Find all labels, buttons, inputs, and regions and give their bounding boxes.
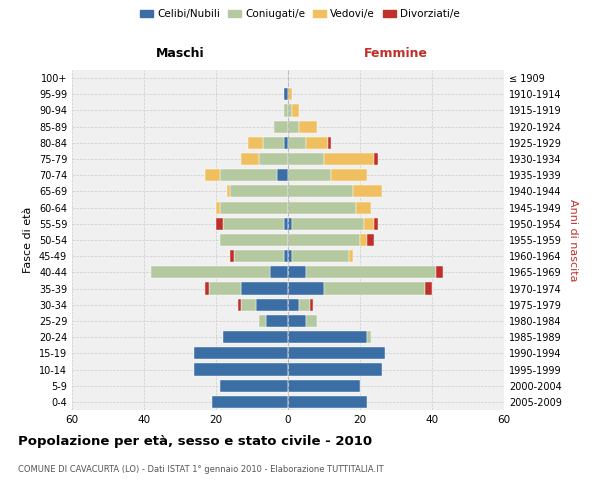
- Bar: [310, 298, 313, 311]
- Bar: [353, 186, 382, 198]
- Bar: [288, 266, 306, 278]
- Bar: [374, 153, 378, 165]
- Bar: [248, 137, 263, 149]
- Bar: [259, 315, 266, 327]
- Bar: [324, 153, 374, 165]
- Bar: [288, 186, 353, 198]
- Bar: [263, 137, 284, 149]
- Bar: [241, 298, 256, 311]
- Y-axis label: Anni di nascita: Anni di nascita: [568, 198, 578, 281]
- Bar: [292, 218, 364, 230]
- Bar: [288, 250, 292, 262]
- Bar: [349, 250, 353, 262]
- Bar: [306, 315, 317, 327]
- Bar: [194, 364, 288, 376]
- Bar: [220, 234, 288, 246]
- Bar: [288, 120, 299, 132]
- Bar: [238, 298, 241, 311]
- Bar: [288, 88, 292, 101]
- Bar: [364, 218, 374, 230]
- Bar: [241, 153, 259, 165]
- Bar: [288, 282, 324, 294]
- Bar: [194, 348, 288, 360]
- Bar: [230, 186, 288, 198]
- Bar: [292, 104, 299, 117]
- Bar: [288, 364, 382, 376]
- Bar: [367, 234, 374, 246]
- Bar: [284, 104, 288, 117]
- Bar: [259, 153, 288, 165]
- Bar: [288, 380, 360, 392]
- Bar: [205, 282, 209, 294]
- Bar: [425, 282, 432, 294]
- Text: Maschi: Maschi: [155, 48, 205, 60]
- Bar: [205, 169, 220, 181]
- Bar: [324, 282, 425, 294]
- Bar: [288, 348, 385, 360]
- Bar: [270, 266, 288, 278]
- Bar: [288, 298, 299, 311]
- Bar: [284, 218, 288, 230]
- Bar: [331, 169, 367, 181]
- Bar: [284, 88, 288, 101]
- Bar: [292, 250, 349, 262]
- Bar: [216, 218, 223, 230]
- Bar: [288, 218, 292, 230]
- Bar: [288, 169, 331, 181]
- Bar: [220, 380, 288, 392]
- Bar: [230, 250, 234, 262]
- Bar: [220, 169, 277, 181]
- Bar: [299, 298, 310, 311]
- Bar: [220, 202, 288, 213]
- Bar: [241, 282, 288, 294]
- Bar: [436, 266, 443, 278]
- Bar: [356, 202, 371, 213]
- Bar: [288, 137, 306, 149]
- Bar: [306, 137, 328, 149]
- Bar: [227, 186, 230, 198]
- Bar: [288, 234, 360, 246]
- Bar: [256, 298, 288, 311]
- Bar: [328, 137, 331, 149]
- Bar: [223, 331, 288, 343]
- Bar: [288, 331, 367, 343]
- Text: COMUNE DI CAVACURTA (LO) - Dati ISTAT 1° gennaio 2010 - Elaborazione TUTTITALIA.: COMUNE DI CAVACURTA (LO) - Dati ISTAT 1°…: [18, 465, 383, 474]
- Bar: [367, 331, 371, 343]
- Bar: [360, 234, 367, 246]
- Bar: [266, 315, 288, 327]
- Bar: [151, 266, 270, 278]
- Y-axis label: Fasce di età: Fasce di età: [23, 207, 33, 273]
- Legend: Celibi/Nubili, Coniugati/e, Vedovi/e, Divorziati/e: Celibi/Nubili, Coniugati/e, Vedovi/e, Di…: [136, 5, 464, 24]
- Bar: [288, 396, 367, 408]
- Bar: [288, 153, 324, 165]
- Bar: [216, 202, 220, 213]
- Bar: [288, 202, 356, 213]
- Bar: [288, 315, 306, 327]
- Text: Popolazione per età, sesso e stato civile - 2010: Popolazione per età, sesso e stato civil…: [18, 435, 372, 448]
- Bar: [274, 120, 288, 132]
- Bar: [223, 218, 284, 230]
- Bar: [306, 266, 436, 278]
- Bar: [209, 282, 241, 294]
- Bar: [299, 120, 317, 132]
- Bar: [234, 250, 284, 262]
- Bar: [288, 104, 292, 117]
- Text: Femmine: Femmine: [364, 48, 428, 60]
- Bar: [284, 137, 288, 149]
- Bar: [212, 396, 288, 408]
- Bar: [374, 218, 378, 230]
- Bar: [284, 250, 288, 262]
- Bar: [277, 169, 288, 181]
